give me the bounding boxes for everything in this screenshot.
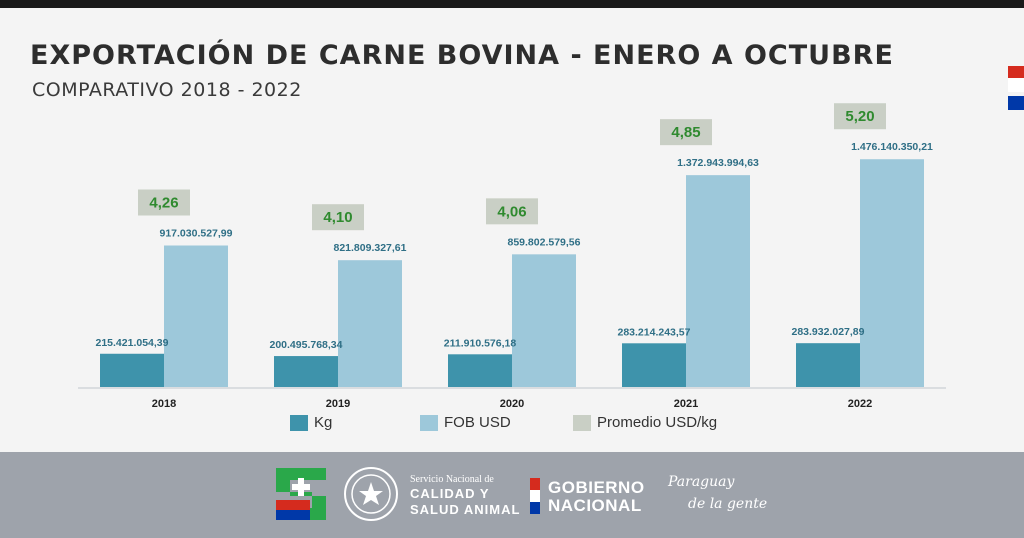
promedio-badge-2018 bbox=[138, 189, 190, 216]
promedio-badge-2020 bbox=[486, 198, 538, 225]
data-label-fob-2019: 821.809.327,61 bbox=[334, 242, 407, 254]
senacsa-logo bbox=[276, 468, 326, 520]
senacsa-name-line2: CALIDAD Y bbox=[410, 486, 490, 501]
promedio-value-2019: 4,10 bbox=[323, 209, 352, 226]
legend-swatch-fob bbox=[420, 415, 438, 431]
bar-fob-2020 bbox=[512, 254, 576, 387]
paraguay-slogan-line2: de la gente bbox=[688, 496, 768, 512]
page-subtitle: COMPARATIVO 2018 - 2022 bbox=[32, 79, 302, 101]
legend-swatch-promedio bbox=[573, 415, 591, 431]
promedio-badge-2022 bbox=[834, 103, 886, 130]
promedio-value-2021: 4,85 bbox=[671, 124, 700, 141]
x-tick-label-2018: 2018 bbox=[152, 398, 176, 410]
senacsa-name-line1: Servicio Nacional de bbox=[410, 474, 494, 485]
data-label-fob-2020: 859.802.579,56 bbox=[508, 236, 581, 248]
page-title: EXPORTACIÓN DE CARNE BOVINA - ENERO A OC… bbox=[30, 40, 894, 71]
bar-kg-2020 bbox=[448, 354, 512, 387]
bar-kg-2019 bbox=[274, 356, 338, 387]
bar-fob-2021 bbox=[686, 175, 750, 387]
bar-chart: 215.421.054,39 917.030.527,99 4,26 2018 200.… bbox=[78, 103, 946, 410]
gobierno-flag-icon bbox=[530, 478, 540, 514]
x-tick-label-2021: 2021 bbox=[674, 398, 698, 410]
data-label-fob-2022: 1.476.140.350,21 bbox=[851, 141, 933, 153]
legend-label-fob: FOB USD bbox=[444, 414, 511, 431]
data-label-fob-2021: 1.372.943.994,63 bbox=[677, 157, 759, 169]
legend-label-kg: Kg bbox=[314, 414, 333, 431]
data-label-kg-2018: 215.421.054,39 bbox=[96, 337, 169, 349]
x-tick-label-2019: 2019 bbox=[326, 398, 350, 410]
promedio-badge-2019 bbox=[312, 204, 364, 231]
data-label-fob-2018: 917.030.527,99 bbox=[160, 227, 233, 239]
data-label-kg-2020: 211.910.576,18 bbox=[444, 337, 517, 349]
legend-label-promedio: Promedio USD/kg bbox=[597, 414, 718, 431]
data-label-kg-2022: 283.932.027,89 bbox=[792, 326, 865, 338]
data-label-kg-2019: 200.495.768,34 bbox=[270, 339, 343, 351]
footer-bar: Servicio Nacional de CALIDAD Y SALUD ANI… bbox=[0, 452, 1024, 538]
bar-fob-2022 bbox=[860, 159, 924, 387]
gobierno-line1: GOBIERNO bbox=[548, 478, 645, 497]
x-tick-label-2022: 2022 bbox=[848, 398, 872, 410]
promedio-value-2020: 4,06 bbox=[497, 203, 526, 220]
bar-fob-2018 bbox=[164, 245, 228, 387]
paraguay-slogan-line1: Paraguay bbox=[668, 474, 735, 490]
bar-kg-2021 bbox=[622, 343, 686, 387]
promedio-value-2022: 5,20 bbox=[845, 108, 874, 125]
x-tick-label-2020: 2020 bbox=[500, 398, 524, 410]
data-label-kg-2021: 283.214.243,57 bbox=[618, 326, 691, 338]
senacsa-name-line3: SALUD ANIMAL bbox=[410, 502, 521, 517]
promedio-badge-2021 bbox=[660, 119, 712, 146]
bar-kg-2022 bbox=[796, 343, 860, 387]
bar-fob-2019 bbox=[338, 260, 402, 387]
gobierno-line2: NACIONAL bbox=[548, 496, 642, 515]
national-seal-icon bbox=[344, 467, 398, 521]
bar-kg-2018 bbox=[100, 353, 164, 387]
legend-swatch-kg bbox=[290, 415, 308, 431]
promedio-value-2018: 4,26 bbox=[149, 194, 178, 211]
